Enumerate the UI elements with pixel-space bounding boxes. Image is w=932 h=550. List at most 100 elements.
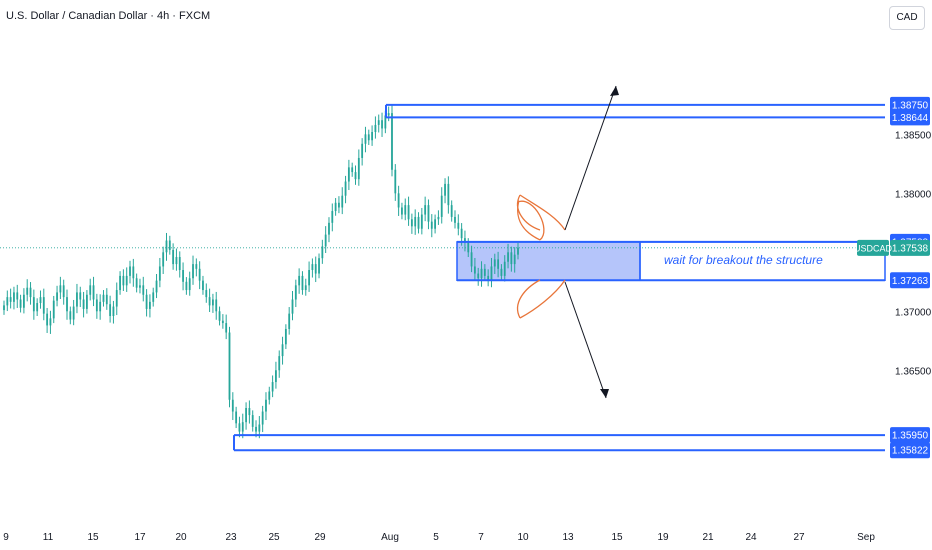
candle-body — [125, 275, 128, 286]
candle-body — [105, 294, 108, 305]
candle-body — [334, 202, 337, 212]
candle-body — [69, 311, 72, 320]
x-tick-label: 7 — [478, 532, 484, 543]
candle-body — [298, 275, 301, 286]
candle-body — [139, 285, 141, 288]
candle-body — [172, 249, 175, 265]
candle-body — [198, 268, 201, 281]
candle-body — [152, 292, 155, 302]
candle-body — [464, 238, 466, 243]
y-tick-label: 1.37000 — [895, 307, 932, 318]
x-tick-label: 20 — [175, 532, 187, 543]
x-tick-label: 21 — [702, 532, 714, 543]
bullish-arrow — [564, 85, 617, 231]
candle-body — [122, 275, 125, 286]
candle-body — [175, 257, 178, 265]
candle-body — [437, 216, 440, 220]
candle-body — [59, 285, 62, 293]
candle-body — [364, 134, 367, 144]
x-tick-label: Aug — [381, 532, 399, 543]
candle-body — [251, 415, 254, 427]
candle-body — [308, 270, 310, 286]
price-tag-label: 1.37263 — [892, 276, 929, 287]
candle-body — [367, 134, 370, 141]
candle-body — [454, 216, 456, 223]
bearish-arrowhead — [600, 389, 609, 398]
candle-body — [82, 299, 85, 309]
candle-body — [182, 270, 184, 282]
candle-body — [294, 285, 297, 300]
price-tag-label: 1.38750 — [892, 100, 929, 111]
candle-body — [347, 167, 350, 182]
candle-body — [208, 297, 211, 306]
candle-body — [79, 292, 82, 300]
candle-body — [9, 297, 12, 302]
price-tag — [890, 272, 930, 289]
candle-body — [148, 301, 151, 309]
chart-title: U.S. Dollar / Canadian Dollar · 4h · FXC… — [6, 10, 211, 22]
candle-body — [444, 183, 446, 196]
x-tick-label: 10 — [517, 532, 529, 543]
candle-body — [32, 297, 35, 312]
candle-body — [39, 297, 42, 304]
candle-body — [414, 216, 417, 227]
candle-body — [72, 306, 75, 320]
candle-body — [185, 281, 188, 291]
x-tick-label: 9 — [3, 532, 9, 543]
y-tick-label: 1.38500 — [895, 130, 932, 141]
price-tag-label: 1.35950 — [892, 431, 929, 442]
x-tick-label: 15 — [611, 532, 623, 543]
price-tag-label: 1.38644 — [892, 113, 929, 124]
candle-body — [477, 273, 480, 279]
symbol-tag-label: USDCAD — [854, 243, 893, 253]
candle-body — [420, 214, 423, 229]
candle-body — [424, 205, 427, 215]
price-tag — [890, 442, 930, 459]
x-tick-label: 17 — [134, 532, 146, 543]
candle-body — [417, 216, 420, 229]
candle-body — [493, 259, 496, 267]
candle-body — [132, 266, 135, 279]
candle-body — [13, 292, 15, 302]
candle-body — [115, 290, 118, 307]
candle-body — [278, 356, 281, 371]
candle-body — [480, 268, 483, 279]
y-tick-label: 1.38000 — [895, 189, 932, 200]
currency-selector[interactable]: CAD — [889, 6, 925, 30]
price-tag-label: 1.35822 — [892, 446, 929, 457]
candle-body — [241, 422, 244, 432]
x-tick-label: 13 — [562, 532, 574, 543]
x-tick-label: 29 — [314, 532, 326, 543]
candle-body — [324, 234, 327, 247]
candle-body — [235, 411, 238, 424]
candle-body — [503, 261, 506, 276]
candle-body — [168, 240, 171, 250]
candle-body — [341, 195, 344, 208]
candle-body — [460, 228, 463, 239]
candle-body — [255, 426, 257, 432]
x-tick-label: 24 — [745, 532, 757, 543]
candle-body — [89, 285, 92, 295]
candle-body — [129, 266, 131, 276]
candle-body — [271, 382, 274, 392]
candle-body — [517, 247, 519, 255]
price-tag — [890, 96, 930, 113]
candle-body — [205, 290, 208, 298]
candle-body — [513, 254, 516, 265]
candle-body — [487, 275, 490, 281]
current-price-tag-label: 1.37538 — [892, 243, 929, 254]
candle-body — [387, 113, 390, 116]
symbol-tag — [857, 239, 889, 256]
candle-body — [218, 311, 221, 321]
candle-body — [46, 313, 49, 326]
candle-body — [225, 323, 228, 333]
upper-breakout-curve — [516, 200, 545, 241]
candle-body — [16, 292, 19, 300]
candle-body — [291, 299, 294, 314]
candle-body — [26, 287, 29, 295]
candle-body — [338, 202, 340, 208]
candle-body — [357, 157, 360, 180]
candle-body — [301, 275, 304, 291]
candle-body — [354, 172, 357, 180]
